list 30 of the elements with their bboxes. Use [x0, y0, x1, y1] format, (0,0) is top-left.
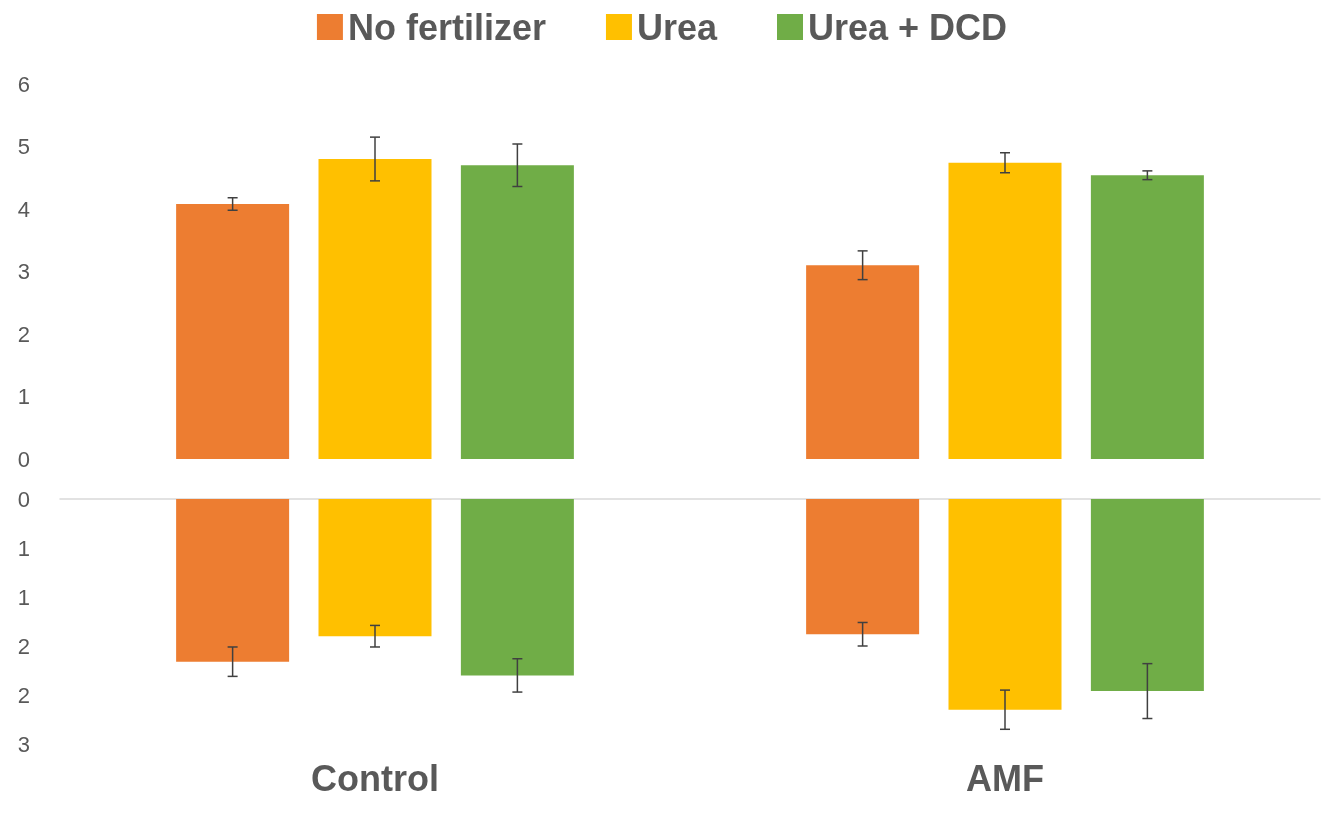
y-tick-label: 1 — [17, 535, 30, 561]
y-tick-label: 5 — [17, 134, 30, 159]
bar — [318, 499, 432, 637]
legend-label: Urea + DCD — [808, 6, 1008, 48]
x-tick-label: Control — [311, 757, 439, 799]
y-tick-label: 2 — [17, 682, 30, 708]
bar — [806, 265, 920, 459]
bar — [1090, 499, 1204, 692]
y-tick-label: 2 — [17, 633, 30, 659]
y-tick-label: 3 — [17, 259, 30, 284]
x-tick-label: AMF — [966, 757, 1044, 799]
bar — [948, 162, 1062, 459]
y-tick-label: 2 — [17, 321, 30, 347]
bar — [176, 499, 290, 662]
y-tick-label: 4 — [17, 196, 30, 222]
legend-label: Urea — [636, 6, 718, 48]
bar — [176, 204, 290, 459]
legend-label: No fertilizer — [347, 6, 546, 48]
bar — [318, 159, 432, 459]
y-tick-label: 1 — [17, 384, 30, 409]
y-tick-label: 0 — [17, 486, 30, 512]
bar — [1090, 175, 1204, 459]
bar — [460, 499, 574, 676]
bar — [806, 499, 920, 635]
bar — [948, 499, 1062, 710]
y-tick-label: 0 — [17, 446, 30, 472]
y-tick-label: 3 — [17, 731, 30, 757]
y-tick-label: 6 — [17, 71, 30, 97]
bar — [460, 165, 574, 459]
y-tick-label: 1 — [17, 584, 30, 610]
